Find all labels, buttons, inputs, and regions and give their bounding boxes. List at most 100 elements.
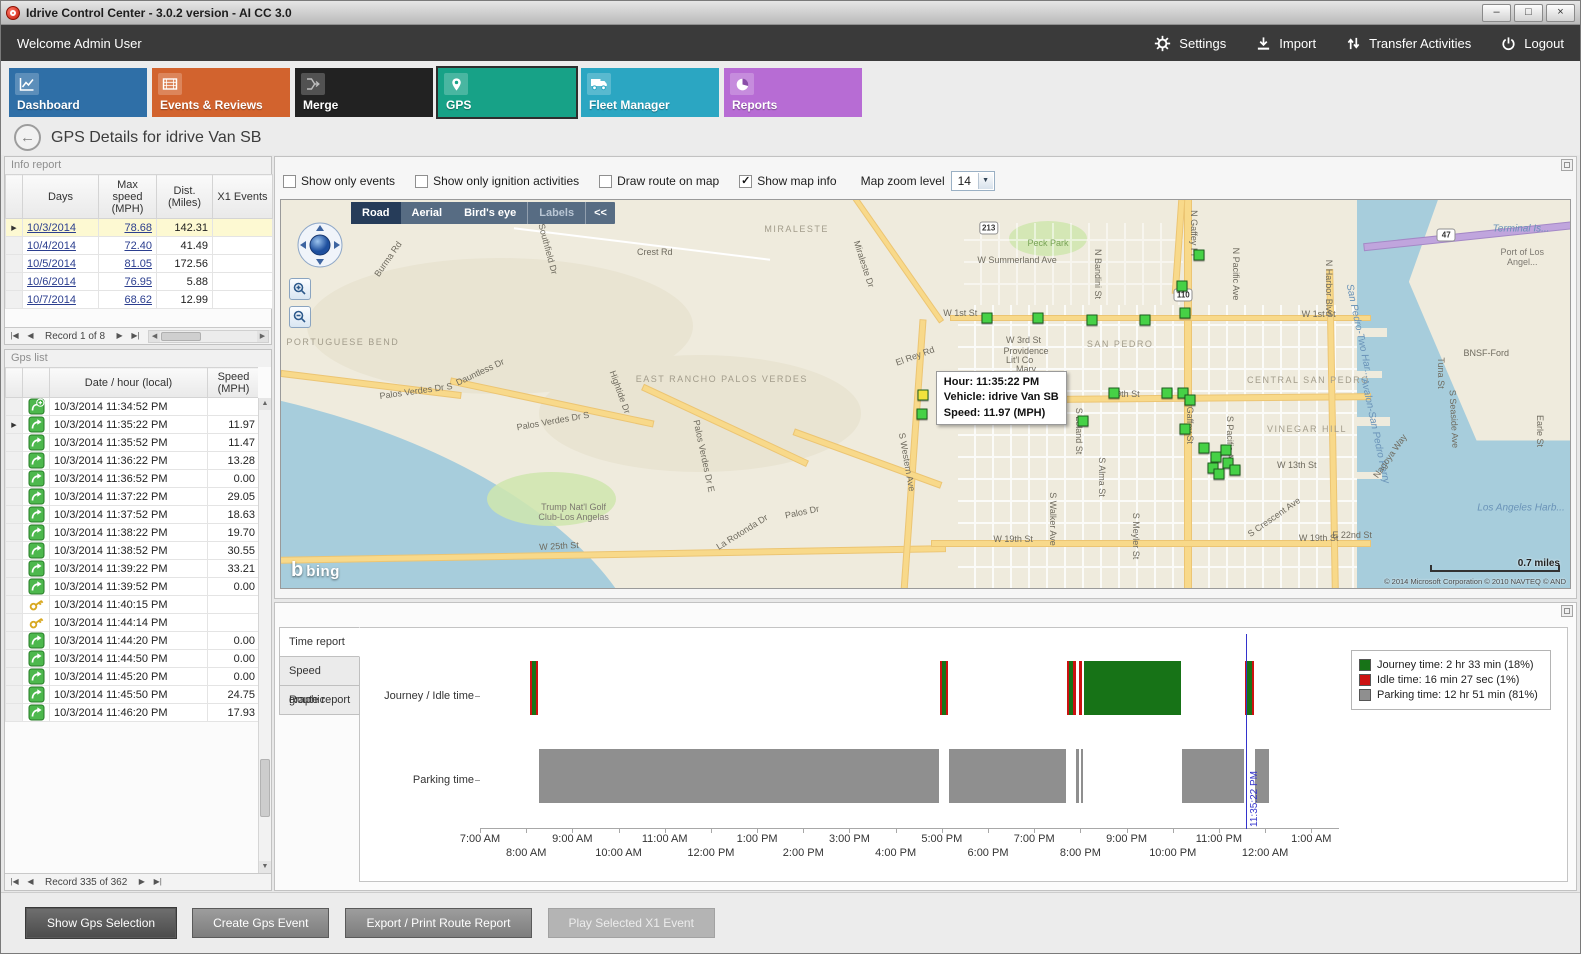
gps-list-row[interactable]: 10/3/2014 11:37:52 PM 18.63 [5,505,258,524]
gps-marker[interactable] [1077,415,1089,427]
gps-list-row[interactable]: 10/3/2014 11:46:20 PM 17.93 [5,703,258,722]
checkbox-show-only-events[interactable]: Show only events [283,174,395,188]
gps-marker[interactable] [916,408,928,420]
nav-tile-reports[interactable]: Reports [724,68,862,117]
gps-list-row[interactable]: 10/3/2014 11:44:14 PM [5,613,258,632]
gps-list-row[interactable]: 10/3/2014 11:40:15 PM [5,595,258,614]
max-speed-cell[interactable]: 78.68 [98,218,157,237]
map-canvas[interactable]: Miraleste Peck Park W Summerland Ave Crest … [280,199,1571,589]
minimize-button[interactable]: – [1482,3,1511,22]
gps-list-column-header[interactable]: Date / hour (local) [49,367,208,398]
first-record-button[interactable]: |◀ [10,330,19,340]
gps-list-row[interactable]: 10/3/2014 11:35:52 PM 11.47 [5,433,258,452]
vscroll-thumb[interactable] [260,759,270,817]
info-report-row[interactable]: ▶ 10/3/2014 78.68 142.31 [5,218,273,237]
days-cell[interactable]: 10/3/2014 [22,218,99,237]
nav-tile-events-reviews[interactable]: Events & Reviews [152,68,290,117]
max-speed-cell[interactable]: 72.40 [98,236,157,255]
gps-list-row[interactable]: 10/3/2014 11:44:20 PM 0.00 [5,631,258,650]
gps-marker[interactable] [1177,387,1189,399]
info-report-hscrollbar[interactable]: ◀ ▶ [148,329,269,343]
maximize-button[interactable]: □ [1514,3,1543,22]
gps-list-row[interactable]: 10/3/2014 11:45:50 PM 24.75 [5,685,258,704]
footer-button-create-gps-event[interactable]: Create Gps Event [192,908,330,938]
gps-marker[interactable] [1086,314,1098,325]
chart-panel-collapse-button[interactable] [1561,605,1573,617]
gps-marker[interactable] [1032,312,1044,324]
map-zoom-in-button[interactable] [289,278,311,300]
topbar-action-settings[interactable]: Settings [1154,35,1226,52]
footer-button-export-print-route-report[interactable]: Export / Print Route Report [345,908,532,938]
gps-marker[interactable] [1184,394,1196,406]
days-cell[interactable]: 10/6/2014 [22,272,99,291]
checkbox-show-map-info[interactable]: ✓ Show map info [739,174,837,188]
next-record-button[interactable]: ▶ [116,330,123,340]
gps-list-row[interactable]: 10/3/2014 11:38:52 PM 30.55 [5,541,258,560]
nav-tile-dashboard[interactable]: Dashboard [9,68,147,117]
gps-marker[interactable] [1139,314,1151,325]
gps-list-column-header[interactable]: Speed (MPH) [207,367,258,398]
gps-marker[interactable] [981,312,993,324]
map-zoom-out-button[interactable] [289,306,311,328]
gps-list-row[interactable]: 10/3/2014 11:34:52 PM [5,397,258,416]
info-report-row[interactable]: 10/7/2014 68.62 12.99 [5,290,273,309]
info-report-column-header[interactable]: Dist. (Miles) [156,174,213,219]
chart-tab-speed-graphic[interactable]: Speed graphic [279,656,360,706]
max-speed-cell[interactable]: 76.95 [98,272,157,291]
gps-marker[interactable] [1213,468,1225,480]
checkbox-box[interactable] [599,174,613,188]
checkbox-show-only-ignition-activities[interactable]: Show only ignition activities [415,174,579,188]
info-report-row[interactable]: 10/6/2014 76.95 5.88 [5,272,273,291]
gps-list-row[interactable]: 10/3/2014 11:36:22 PM 13.28 [5,451,258,470]
gps-marker[interactable] [1179,423,1191,435]
nav-tile-gps[interactable]: GPS [438,68,576,117]
last-record-button[interactable]: ▶| [153,876,162,886]
gps-marker[interactable] [1193,249,1205,261]
footer-button-show-gps-selection[interactable]: Show Gps Selection [26,908,177,938]
first-record-button[interactable]: |◀ [10,876,19,886]
scroll-left-icon[interactable]: ◀ [149,330,161,342]
days-cell[interactable]: 10/4/2014 [22,236,99,255]
info-report-column-header[interactable]: Max speed (MPH) [98,174,157,219]
chart-tab-time-report[interactable]: Time report [279,627,360,657]
gps-marker[interactable] [1108,387,1120,399]
days-cell[interactable]: 10/7/2014 [22,290,99,309]
max-speed-cell[interactable]: 68.62 [98,290,157,309]
map-style-tab-bird-s-eye[interactable]: Bird's eye [464,207,517,219]
info-report-column-header[interactable]: Days [22,174,99,219]
info-report-row[interactable]: 10/5/2014 81.05 172.56 [5,254,273,273]
next-record-button[interactable]: ▶ [138,876,145,886]
days-cell[interactable]: 10/5/2014 [22,254,99,273]
gps-marker[interactable] [1198,442,1210,454]
checkbox-box[interactable] [283,174,296,188]
map-style-tab-road[interactable]: Road [351,202,401,224]
gps-marker[interactable] [1220,444,1232,456]
topbar-action-logout[interactable]: Logout [1501,36,1564,51]
info-report-row[interactable]: 10/4/2014 72.40 41.49 [5,236,273,255]
map-compass-control[interactable] [297,222,343,268]
max-speed-cell[interactable]: 81.05 [98,254,157,273]
hscroll-thumb[interactable] [161,331,202,341]
gps-marker[interactable] [1179,307,1191,319]
map-tabs-collapse-button[interactable]: << [585,202,615,224]
close-button[interactable]: × [1546,3,1575,22]
checkbox-draw-route-on-map[interactable]: Draw route on map [599,174,719,188]
checkbox-box[interactable] [415,174,429,188]
gps-marker[interactable] [1210,451,1222,463]
chart-tab-route-report[interactable]: Route report [279,685,360,715]
gps-marker[interactable] [1176,280,1188,292]
gps-list-row[interactable]: 10/3/2014 11:37:22 PM 29.05 [5,487,258,506]
last-record-button[interactable]: ▶| [131,330,140,340]
gps-marker[interactable] [1229,464,1241,476]
info-report-column-header[interactable]: X1 Events [212,174,273,219]
map-style-tab-aerial[interactable]: Aerial [411,207,443,219]
topbar-action-import[interactable]: Import [1256,36,1316,51]
scroll-up-icon[interactable]: ▲ [259,398,271,410]
gps-list-row[interactable]: 10/3/2014 11:44:50 PM 0.00 [5,649,258,668]
nav-tile-fleet-manager[interactable]: Fleet Manager [581,68,719,117]
prev-record-button[interactable]: ◀ [27,876,34,886]
gps-list-row[interactable]: 10/3/2014 11:45:20 PM 0.00 [5,667,258,686]
prev-record-button[interactable]: ◀ [27,330,34,340]
chevron-down-icon[interactable]: ▼ [977,173,993,189]
gps-list-row[interactable]: 10/3/2014 11:39:22 PM 33.21 [5,559,258,578]
